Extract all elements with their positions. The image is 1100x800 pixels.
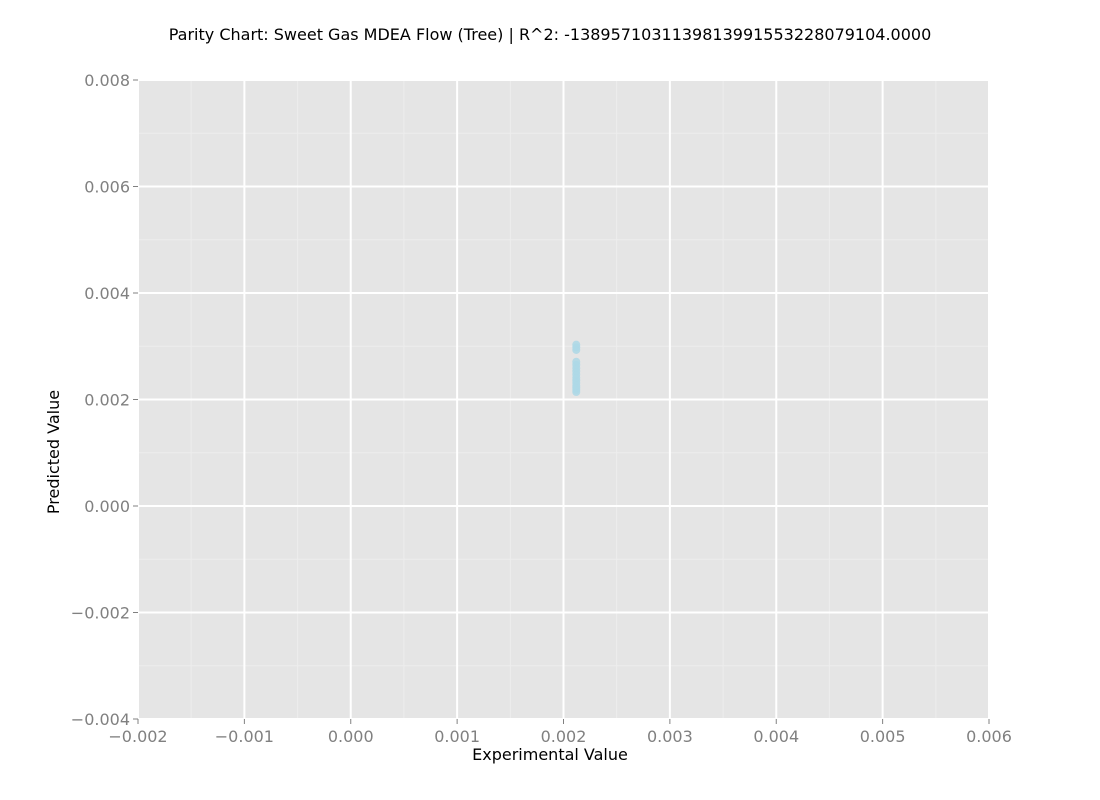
- y-tick-label: 0.008: [84, 71, 130, 90]
- x-tick-label: 0.004: [753, 727, 799, 746]
- x-tick-label: 0.003: [647, 727, 693, 746]
- x-tick-label: 0.006: [966, 727, 1012, 746]
- x-tick-label: 0.002: [541, 727, 587, 746]
- y-axis-label: Predicted Value: [44, 390, 63, 514]
- x-axis: −0.002 −0.001 0.000 0.001 0.002 0.003 0.004 0.0…: [108, 719, 1012, 746]
- data-point: [572, 357, 581, 366]
- x-tick-label: 0.000: [328, 727, 374, 746]
- y-tick-label: 0.000: [84, 497, 130, 516]
- y-tick-label: −0.004: [71, 710, 130, 729]
- x-tick-label: 0.005: [860, 727, 906, 746]
- y-axis: −0.004 −0.002 0.000 0.002 0.004 0.006 0.008: [71, 71, 138, 729]
- x-tick-label: −0.002: [108, 727, 167, 746]
- x-axis-label: Experimental Value: [472, 745, 628, 764]
- y-tick-label: 0.002: [84, 391, 130, 410]
- data-points: [572, 340, 581, 397]
- y-tick-label: 0.006: [84, 178, 130, 197]
- y-tick-label: 0.004: [84, 284, 130, 303]
- y-tick-label: −0.002: [71, 604, 130, 623]
- data-point: [572, 340, 581, 349]
- x-tick-label: −0.001: [215, 727, 274, 746]
- x-tick-label: 0.001: [434, 727, 480, 746]
- chart-title: Parity Chart: Sweet Gas MDEA Flow (Tree)…: [169, 25, 932, 44]
